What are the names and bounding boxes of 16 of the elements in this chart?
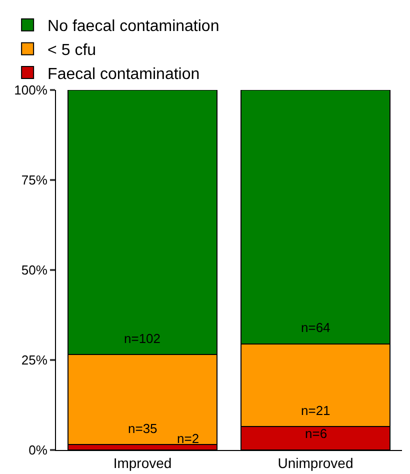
x-tick-label: Improved [113, 454, 172, 471]
annotation: n=6 [305, 426, 328, 441]
y-tick-label: 0% [28, 442, 48, 458]
y-tick-label: 100% [14, 82, 48, 98]
legend-label: No faecal contamination [48, 18, 220, 36]
x-tick-label: Unimproved [278, 454, 354, 471]
y-tick-label: 25% [21, 352, 48, 368]
annotation: n=2 [177, 431, 200, 446]
legend-label: Faecal contamination [48, 66, 200, 83]
annotation: n=21 [301, 403, 330, 418]
legend-label: < 5 cfu [48, 42, 96, 59]
annotation: n=35 [128, 421, 158, 436]
y-tick-label: 50% [21, 262, 48, 278]
annotation: n=64 [301, 320, 330, 335]
annotation: n=102 [124, 331, 161, 346]
y-tick-label: 75% [21, 172, 48, 188]
